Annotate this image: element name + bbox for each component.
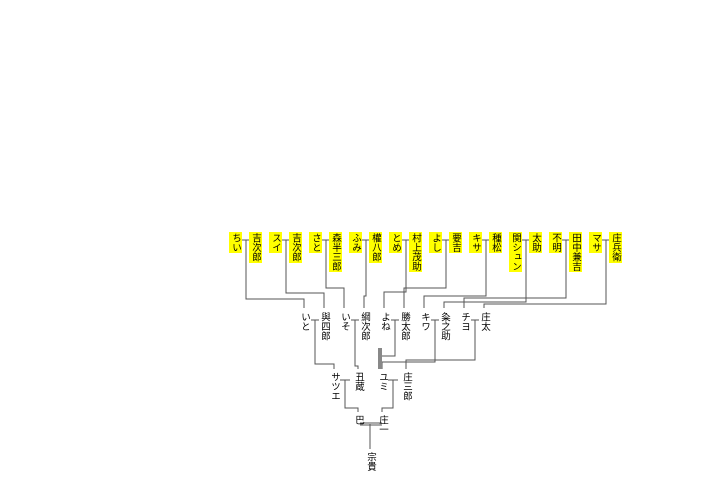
person-node-gen2[interactable]: 粂之助 xyxy=(439,312,450,341)
person-node-gen1[interactable]: ふみ xyxy=(349,232,362,253)
person-node-gen4[interactable]: 庄一 xyxy=(377,415,388,434)
person-node-gen1[interactable]: よし xyxy=(429,232,442,253)
person-node-gen5[interactable]: 宗貴 xyxy=(365,452,376,471)
person-node-gen3[interactable]: 丑蔵 xyxy=(353,372,364,391)
person-node-gen2[interactable]: 與四郎 xyxy=(319,312,330,341)
person-node-gen1[interactable]: スイ xyxy=(269,232,282,253)
person-node-gen1[interactable]: 權八郎 xyxy=(369,232,382,263)
descent-line xyxy=(483,240,607,308)
person-node-gen4[interactable]: 巴 xyxy=(353,415,364,425)
person-node-gen1[interactable]: マサ xyxy=(589,232,602,253)
person-node-gen1[interactable]: 種松 xyxy=(489,232,502,253)
person-node-gen2[interactable]: キワ xyxy=(419,312,430,331)
person-node-gen2[interactable]: チヨ xyxy=(459,312,470,331)
person-node-gen2[interactable]: 庄太 xyxy=(479,312,490,331)
person-node-gen1[interactable]: ちい xyxy=(229,232,242,253)
person-node-gen1[interactable]: キサ xyxy=(469,232,482,253)
person-node-gen1[interactable]: さと xyxy=(309,232,322,253)
person-node-gen2[interactable]: いと xyxy=(299,312,310,331)
person-node-gen1[interactable]: 不明 xyxy=(549,232,562,253)
person-node-gen3[interactable]: ユミ xyxy=(377,372,388,391)
person-node-gen2[interactable]: いそ xyxy=(339,312,350,331)
person-node-gen1[interactable]: 要吉 xyxy=(449,232,462,253)
person-node-gen1[interactable]: 吉次郎 xyxy=(289,232,302,263)
person-node-gen3[interactable]: 庄三郎 xyxy=(401,372,412,401)
person-node-gen1[interactable]: 関シュン xyxy=(509,232,522,272)
person-node-gen1[interactable]: 田中兼吉 xyxy=(569,232,582,272)
descent-line xyxy=(363,240,367,308)
person-node-gen1[interactable]: 庄兵衛 xyxy=(609,232,622,263)
person-node-gen1[interactable]: 吉次郎 xyxy=(249,232,262,263)
person-node-gen2[interactable]: よね xyxy=(379,312,390,331)
person-node-gen2[interactable]: 綱次郎 xyxy=(359,312,370,341)
person-node-gen1[interactable]: 村上茂助 xyxy=(409,232,422,272)
person-node-gen2[interactable]: 勝太郎 xyxy=(399,312,410,341)
person-node-gen1[interactable]: 太助 xyxy=(529,232,542,253)
person-node-gen3[interactable]: サツエ xyxy=(329,372,340,401)
person-node-gen1[interactable]: 森半三郎 xyxy=(329,232,342,272)
person-node-gen1[interactable]: とめ xyxy=(389,232,402,253)
